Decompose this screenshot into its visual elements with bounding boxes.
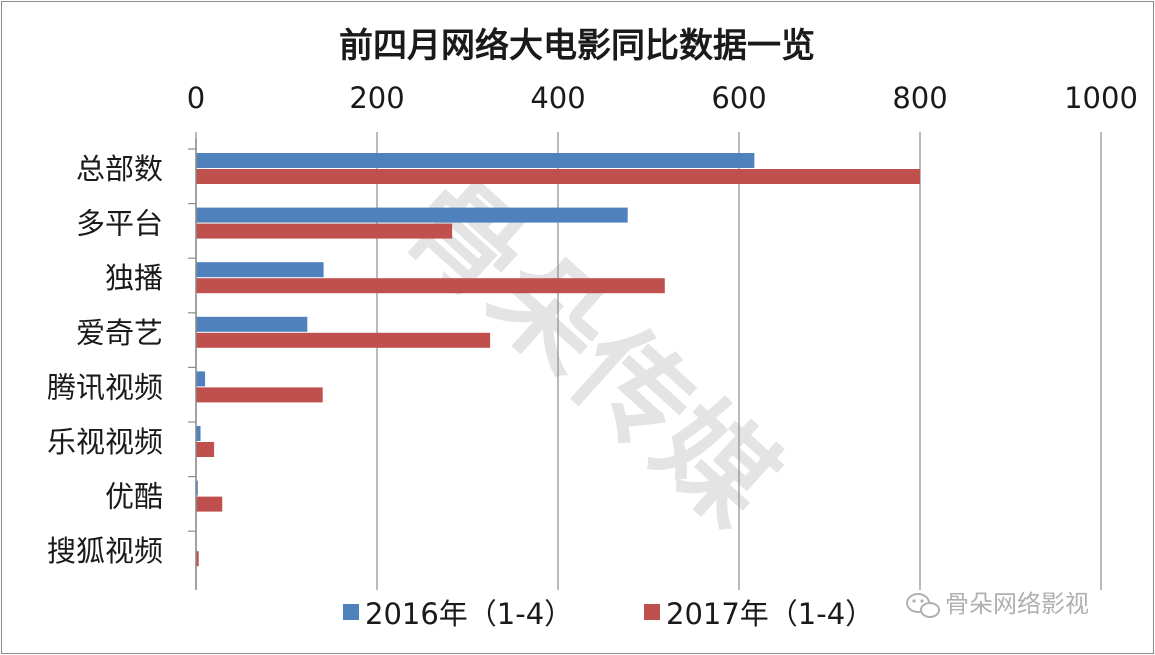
category-label: 腾讯视频 <box>47 370 163 404</box>
credit: 骨朵网络影视 <box>906 590 1089 618</box>
bar-2017-7 <box>196 551 199 567</box>
bar-2016-1 <box>196 207 628 223</box>
gridlines <box>195 132 1102 590</box>
x-tick-label: 0 <box>187 81 205 115</box>
bar-2017-3 <box>196 332 491 348</box>
bar-2017-1 <box>196 223 453 239</box>
chart-title: 前四月网络大电影同比数据一览 <box>339 26 815 66</box>
bar-2016-0 <box>196 153 755 168</box>
legend-label: 2017年（1-4） <box>666 597 874 631</box>
bar-2017-4 <box>196 387 323 403</box>
x-tick-label: 1000 <box>1064 81 1138 115</box>
bar-2016-6 <box>196 480 198 496</box>
category-label: 总部数 <box>76 152 163 186</box>
category-label: 多平台 <box>76 207 163 241</box>
bar-2017-6 <box>196 496 223 512</box>
category-label: 乐视视频 <box>47 425 163 459</box>
bar-2017-0 <box>196 169 920 184</box>
category-label: 爱奇艺 <box>76 316 163 350</box>
category-label: 独播 <box>105 261 163 295</box>
x-tick-label: 200 <box>349 81 404 115</box>
legend-swatch <box>644 604 660 620</box>
bar-2016-5 <box>196 426 201 441</box>
legend-label: 2016年（1-4） <box>365 597 573 631</box>
bars <box>196 153 920 567</box>
x-tick-label: 600 <box>711 81 766 115</box>
bar-2017-5 <box>196 442 215 457</box>
legend: 2016年（1-4） 2017年（1-4） <box>343 597 874 631</box>
bar-2016-2 <box>196 262 324 278</box>
x-tick-label: 800 <box>892 81 947 115</box>
x-tick-label: 400 <box>530 81 585 115</box>
wechat-icon <box>906 593 940 618</box>
x-axis-ticks: 0 200 400 600 800 1000 <box>187 81 1138 115</box>
category-label: 优酷 <box>105 480 163 514</box>
legend-swatch <box>343 604 359 620</box>
bar-2016-4 <box>196 371 206 387</box>
category-label: 搜狐视频 <box>47 534 163 568</box>
credit-text: 骨朵网络影视 <box>945 590 1089 618</box>
bar-2016-3 <box>196 316 308 332</box>
bar-2017-2 <box>196 278 665 294</box>
